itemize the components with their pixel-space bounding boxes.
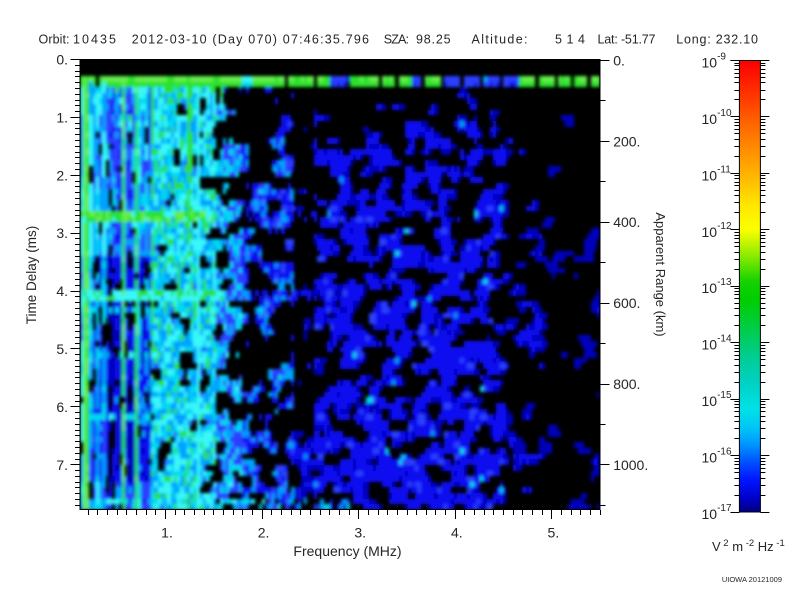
svg-text:200.: 200. bbox=[613, 133, 640, 149]
svg-text:4.: 4. bbox=[451, 525, 463, 541]
svg-text:SZA:: SZA: bbox=[384, 33, 409, 47]
svg-text:Long: 232.10: Long: 232.10 bbox=[676, 33, 758, 47]
svg-text:514: 514 bbox=[555, 33, 585, 47]
svg-text:0.: 0. bbox=[613, 52, 625, 68]
svg-text:Orbit:: Orbit: bbox=[39, 33, 70, 47]
svg-text:7.: 7. bbox=[56, 457, 68, 473]
svg-text:2012-03-10 (Day 070) 07:46:35.: 2012-03-10 (Day 070) 07:46:35.796 bbox=[132, 33, 369, 47]
svg-text:800.: 800. bbox=[613, 376, 640, 392]
svg-text:6.: 6. bbox=[56, 399, 68, 415]
svg-text:5.: 5. bbox=[548, 525, 560, 541]
svg-text:Time Delay (ms): Time Delay (ms) bbox=[24, 226, 39, 325]
svg-text:UIOWA 20121009: UIOWA 20121009 bbox=[722, 575, 782, 584]
svg-text:1.: 1. bbox=[56, 109, 68, 125]
svg-text:10435: 10435 bbox=[73, 33, 116, 47]
svg-text:400.: 400. bbox=[613, 214, 640, 230]
svg-text:2.: 2. bbox=[258, 525, 270, 541]
svg-text:2.: 2. bbox=[56, 167, 68, 183]
svg-text:Lat: -51.77: Lat: -51.77 bbox=[598, 33, 656, 47]
svg-text:Altitude:: Altitude: bbox=[472, 33, 528, 47]
svg-text:5.: 5. bbox=[56, 341, 68, 357]
svg-text:Frequency (MHz): Frequency (MHz) bbox=[293, 543, 401, 559]
svg-text:3.: 3. bbox=[354, 525, 366, 541]
svg-text:1000.: 1000. bbox=[613, 457, 648, 473]
svg-text:4.: 4. bbox=[56, 283, 68, 299]
svg-text:3.: 3. bbox=[56, 225, 68, 241]
svg-text:1.: 1. bbox=[161, 525, 173, 541]
svg-text:Apparent Range (km): Apparent Range (km) bbox=[653, 212, 668, 336]
svg-text:98.25: 98.25 bbox=[416, 33, 451, 47]
svg-text:600.: 600. bbox=[613, 295, 640, 311]
svg-text:0.: 0. bbox=[56, 52, 68, 68]
svg-text:V 2 m -2 Hz -1: V 2 m -2 Hz -1 bbox=[712, 538, 785, 554]
